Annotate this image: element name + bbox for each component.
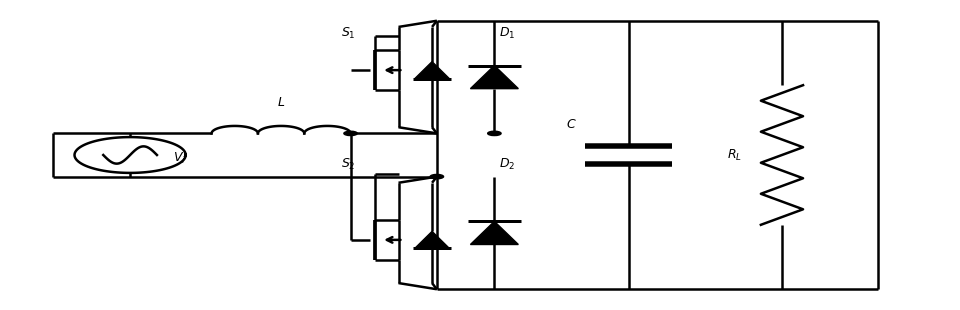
Circle shape [430, 175, 444, 179]
Polygon shape [415, 231, 449, 248]
Text: $S_2$: $S_2$ [341, 157, 355, 172]
Polygon shape [415, 62, 449, 79]
Polygon shape [470, 221, 518, 245]
Text: $S_1$: $S_1$ [341, 25, 355, 41]
Circle shape [344, 131, 357, 135]
Polygon shape [470, 65, 518, 89]
Text: $R_L$: $R_L$ [727, 148, 741, 162]
Circle shape [488, 131, 501, 135]
Text: $V_i$: $V_i$ [173, 151, 186, 166]
Text: $L$: $L$ [277, 96, 285, 109]
Text: $C$: $C$ [565, 117, 576, 131]
Text: $D_2$: $D_2$ [499, 157, 516, 172]
Text: $D_1$: $D_1$ [499, 25, 516, 41]
